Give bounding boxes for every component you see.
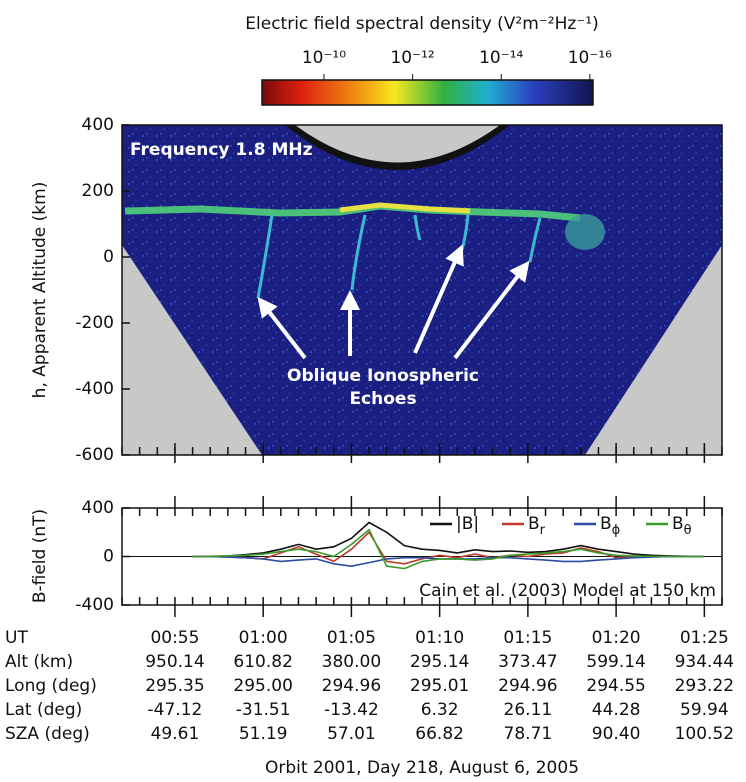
y-tick-label: 0	[103, 547, 114, 567]
x-tick-label: 01:10	[415, 628, 464, 648]
line-series	[192, 555, 705, 568]
y-tick-label: 0	[103, 247, 114, 267]
legend-label: Bθ	[672, 514, 692, 538]
y-tick-label: -400	[75, 379, 114, 399]
cell: 950.14	[145, 652, 204, 672]
cell: 380.00	[322, 652, 381, 672]
cell: 51.19	[239, 724, 288, 744]
colorbar-tick-label: 10⁻¹⁰	[302, 48, 346, 68]
cell: 610.82	[233, 652, 292, 672]
x-tick-label: 01:15	[503, 628, 552, 648]
y-tick-label: 400	[82, 115, 114, 135]
line-series	[192, 531, 705, 565]
colorbar-tick-label: 10⁻¹⁴	[479, 48, 523, 68]
x-tick-label: 01:05	[327, 628, 376, 648]
series-lines	[192, 521, 705, 570]
cell: 295.01	[410, 676, 469, 696]
annotation: Frequency 1.8 MHz	[130, 140, 313, 160]
cell: 6.32	[421, 700, 459, 720]
y-axis-label: h, Apparent Altitude (km)	[30, 182, 50, 399]
row-label: Lat (deg)	[5, 700, 82, 720]
row-label: Alt (km)	[5, 652, 73, 672]
cell: -13.42	[324, 700, 379, 720]
colorbar-title: Electric field spectral density (V²m⁻²Hz…	[245, 14, 598, 34]
annotation: Oblique Ionospheric	[287, 366, 479, 386]
cell: 295.35	[145, 676, 204, 696]
cell: 44.28	[592, 700, 641, 720]
cell: 373.47	[498, 652, 557, 672]
cell: 295.00	[233, 676, 292, 696]
y-tick-label: -200	[75, 313, 114, 333]
y-tick-label: 400	[82, 498, 114, 518]
cell: 599.14	[586, 652, 645, 672]
colorbar-tick-label: 10⁻¹²	[390, 48, 434, 68]
y-tick-label: -600	[75, 445, 114, 465]
cell: -47.12	[148, 700, 203, 720]
y-tick-label: 200	[82, 181, 114, 201]
legend-label: Br	[528, 514, 546, 538]
cell: 66.82	[415, 724, 464, 744]
legend-label: Bϕ	[600, 514, 620, 538]
cell: 49.61	[151, 724, 200, 744]
y-axis-label: B-field (nT)	[30, 509, 50, 603]
annotation: Echoes	[349, 389, 416, 409]
cell: 26.11	[504, 700, 553, 720]
cell: 294.55	[586, 676, 645, 696]
x-tick-label: 01:00	[239, 628, 288, 648]
cell: -31.51	[236, 700, 291, 720]
cell: 934.44	[675, 652, 734, 672]
line-series	[192, 528, 705, 570]
cell: 294.96	[498, 676, 557, 696]
cell: 100.52	[675, 724, 734, 744]
colorbar-tick-label: 10⁻¹⁶	[568, 48, 612, 68]
x-tick-label: 01:25	[680, 628, 729, 648]
cell: 294.96	[322, 676, 381, 696]
legend-label: |B|	[456, 514, 479, 534]
colorbar	[261, 79, 594, 106]
line-series	[192, 521, 705, 558]
y-tick-label: -400	[75, 595, 114, 615]
cell: 293.22	[675, 676, 734, 696]
arrows	[257, 244, 530, 360]
cell: 57.01	[327, 724, 376, 744]
x-tick-label: 01:20	[592, 628, 641, 648]
row-label: Long (deg)	[5, 676, 97, 696]
x-tick-label: 00:55	[150, 628, 199, 648]
cell: 90.40	[592, 724, 641, 744]
cell: 295.14	[410, 652, 469, 672]
row-header: UT	[5, 628, 28, 648]
row-label: SZA (deg)	[5, 724, 90, 744]
cell: 78.71	[504, 724, 553, 744]
x-axis-label: Orbit 2001, Day 218, August 6, 2005	[265, 758, 579, 778]
annotation: Cain et al. (2003) Model at 150 km	[419, 581, 716, 601]
spectrogram	[122, 125, 722, 455]
cell: 59.94	[680, 700, 729, 720]
